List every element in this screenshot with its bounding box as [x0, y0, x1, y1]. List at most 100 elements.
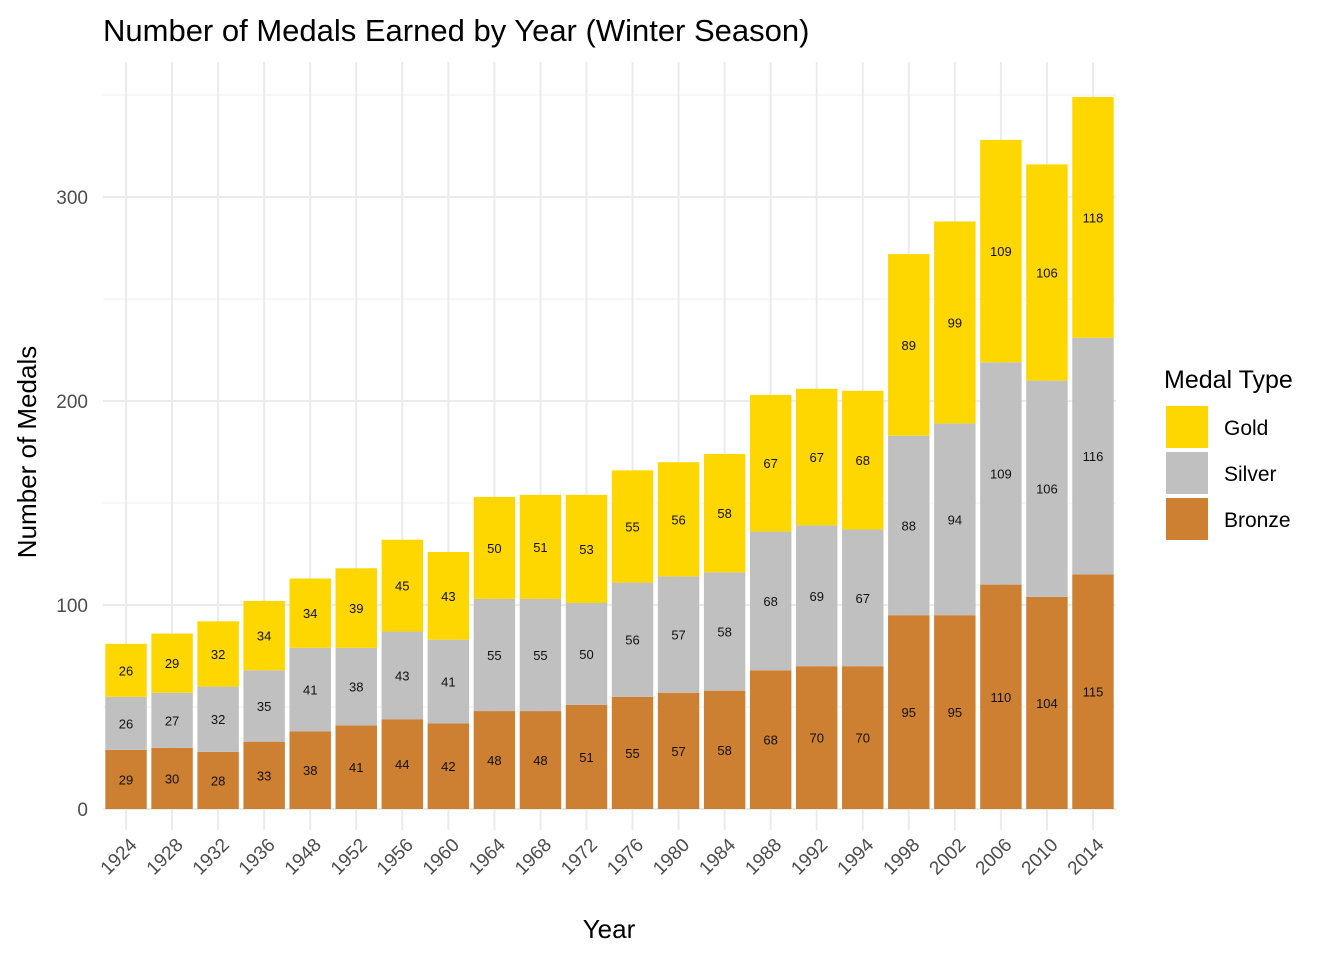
bar-value-label: 48 [487, 753, 501, 768]
bar-value-label: 53 [579, 542, 593, 557]
bar-value-label: 38 [349, 680, 363, 695]
bar-value-label: 70 [856, 731, 870, 746]
bar-value-label: 33 [257, 768, 271, 783]
x-tick-label: 1994 [834, 834, 879, 879]
bar-bronze [197, 751, 239, 809]
bar-value-label: 43 [395, 668, 409, 683]
bar-gold [243, 600, 285, 671]
x-axis-title: Year [583, 914, 636, 944]
bar-value-label: 68 [763, 733, 777, 748]
bar-value-label: 70 [809, 731, 823, 746]
y-tick-label: 0 [77, 800, 88, 821]
x-tick-label: 1968 [511, 835, 556, 880]
bar-bronze [151, 747, 193, 809]
bar-gold [473, 496, 516, 599]
y-tick-label: 200 [56, 392, 88, 413]
bar-bronze [1026, 596, 1068, 809]
x-tick-label: 1960 [419, 835, 464, 880]
bar-value-label: 44 [395, 757, 409, 772]
bar-gold [427, 551, 470, 640]
bar-bronze [795, 666, 838, 809]
bar-value-label: 35 [257, 699, 271, 714]
x-tick-label: 1976 [603, 835, 648, 880]
bar-value-label: 58 [717, 506, 731, 521]
bar-silver [519, 598, 562, 712]
bar-silver [934, 423, 976, 616]
bar-silver [565, 602, 608, 705]
bar-value-label: 32 [211, 712, 225, 727]
bar-value-label: 34 [303, 606, 317, 621]
bar-bronze [519, 711, 562, 809]
legend-label-silver: Silver [1224, 463, 1277, 486]
bar-value-label: 51 [533, 540, 547, 555]
x-tick-label: 1980 [649, 835, 694, 880]
legend-title: Medal Type [1164, 366, 1293, 394]
bar-gold [381, 539, 424, 632]
x-tick-label: 2014 [1064, 834, 1109, 879]
bar-gold [335, 568, 377, 648]
bar-gold [519, 494, 562, 599]
legend: Medal Type Gold Silver Bronze [1164, 366, 1293, 540]
x-tick-label: 1948 [281, 835, 326, 880]
bar-value-label: 95 [948, 705, 962, 720]
bar-bronze [611, 696, 654, 809]
bar-value-label: 106 [1036, 482, 1058, 497]
bar-silver [381, 631, 424, 720]
bar-gold [842, 390, 884, 530]
bar-value-label: 58 [717, 625, 731, 640]
bar-value-label: 116 [1083, 449, 1104, 464]
bar-value-label: 27 [165, 713, 179, 728]
x-tick-label: 1992 [787, 835, 832, 880]
bar-value-label: 43 [441, 589, 455, 604]
bar-silver [795, 525, 838, 667]
bar-value-label: 99 [948, 315, 962, 330]
bar-gold [888, 254, 930, 436]
bar-value-label: 48 [533, 753, 547, 768]
bar-value-label: 109 [990, 466, 1012, 481]
bar-value-label: 69 [809, 589, 823, 604]
bar-value-label: 26 [119, 716, 133, 731]
bar-silver [703, 572, 746, 691]
bar-value-label: 109 [990, 244, 1012, 259]
bar-silver [842, 529, 884, 667]
bar-silver [335, 647, 377, 726]
bar-bronze [657, 692, 700, 809]
bar-value-label: 41 [441, 675, 455, 690]
bar-value-label: 89 [902, 338, 916, 353]
bar-gold [703, 454, 746, 573]
bar-gold [197, 621, 239, 687]
legend-swatch-bronze [1166, 498, 1208, 540]
bar-bronze [842, 666, 884, 809]
bar-bronze [749, 670, 792, 809]
bar-silver [980, 362, 1022, 585]
bar-gold [795, 388, 838, 526]
bar-bronze [565, 704, 608, 809]
bar-bronze [243, 741, 285, 809]
bars: 29 26 26 30 27 29 28 32 32 33 35 34 38 41 34 41 38 39 44 43… [105, 97, 1114, 809]
chart-title: Number of Medals Earned by Year (Winter … [103, 13, 809, 48]
bar-value-label: 41 [349, 760, 363, 775]
bar-bronze [381, 719, 424, 809]
bar-silver [105, 696, 147, 750]
bar-value-label: 32 [211, 647, 225, 662]
bar-value-label: 110 [991, 690, 1012, 705]
bar-value-label: 104 [1036, 696, 1058, 711]
bar-value-label: 38 [303, 763, 317, 778]
bar-silver [657, 576, 700, 693]
bar-value-label: 56 [671, 512, 685, 527]
bar-value-label: 42 [441, 759, 455, 774]
x-tick-label: 1972 [557, 835, 602, 880]
bar-silver [197, 686, 239, 752]
bar-value-label: 55 [625, 519, 639, 534]
legend-swatch-silver [1166, 452, 1208, 494]
bar-gold [565, 494, 608, 603]
legend-label-bronze: Bronze [1224, 509, 1291, 532]
bar-value-label: 50 [487, 541, 501, 556]
bar-value-label: 30 [165, 771, 179, 786]
y-tick-label: 300 [56, 188, 88, 209]
bar-value-label: 58 [717, 743, 731, 758]
x-tick-label: 1936 [235, 835, 280, 880]
x-tick-label: 1964 [465, 834, 510, 879]
x-tick-label: 1984 [695, 834, 740, 879]
